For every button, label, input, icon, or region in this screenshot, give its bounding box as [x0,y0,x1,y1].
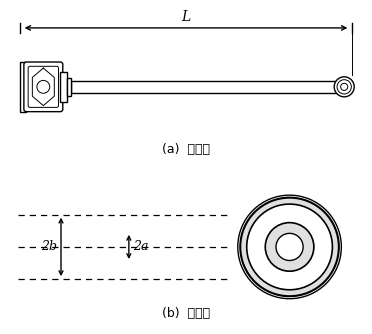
Circle shape [334,77,354,97]
Text: L: L [182,10,190,24]
Polygon shape [240,198,339,296]
Text: (b)  截面图: (b) 截面图 [162,307,210,320]
Circle shape [337,80,351,94]
Bar [71,81,338,93]
FancyBboxPatch shape [28,66,58,107]
FancyBboxPatch shape [24,62,63,112]
Polygon shape [276,233,303,261]
Polygon shape [247,204,333,290]
Polygon shape [265,223,314,271]
Bar [60,72,67,102]
Text: (a)  整体图: (a) 整体图 [162,144,210,156]
Bar [67,78,71,96]
Text: 2a: 2a [133,240,149,254]
Circle shape [37,80,50,93]
Circle shape [341,83,348,91]
Text: 2b: 2b [41,240,57,254]
Bar [20,62,26,112]
